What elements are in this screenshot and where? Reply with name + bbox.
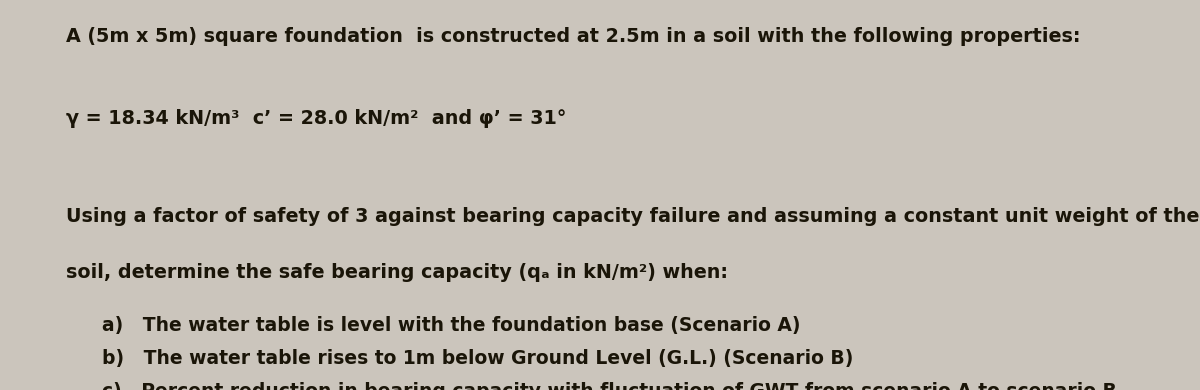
Text: soil, determine the safe bearing capacity (qₐ in kN/m²) when:: soil, determine the safe bearing capacit…	[66, 263, 728, 282]
Text: c)   Percent reduction in bearing capacity with fluctuation of GWT from scenario: c) Percent reduction in bearing capacity…	[102, 382, 1124, 390]
Text: a)   The water table is level with the foundation base (Scenario A): a) The water table is level with the fou…	[102, 316, 800, 335]
Text: Using a factor of safety of 3 against bearing capacity failure and assuming a co: Using a factor of safety of 3 against be…	[66, 207, 1199, 226]
Text: A (5m x 5m) square foundation  is constructed at 2.5m in a soil with the followi: A (5m x 5m) square foundation is constru…	[66, 27, 1080, 46]
Text: γ = 18.34 kN/m³  c’ = 28.0 kN/m²  and φ’ = 31°: γ = 18.34 kN/m³ c’ = 28.0 kN/m² and φ’ =…	[66, 109, 566, 128]
Text: b)   The water table rises to 1m below Ground Level (G.L.) (Scenario B): b) The water table rises to 1m below Gro…	[102, 349, 853, 368]
